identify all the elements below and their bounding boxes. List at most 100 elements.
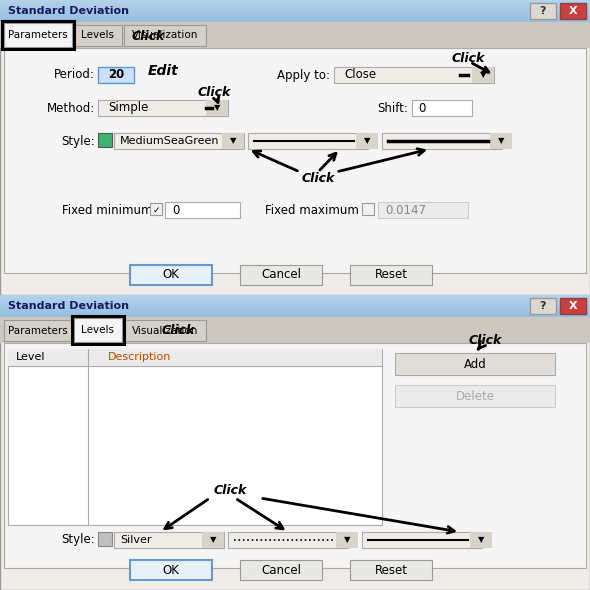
Bar bbox=[0, 297, 590, 298]
Text: ✓: ✓ bbox=[152, 205, 160, 215]
Bar bbox=[72, 316, 124, 344]
Bar bbox=[0, 304, 590, 305]
Text: Add: Add bbox=[464, 358, 486, 371]
Text: Description: Description bbox=[108, 352, 171, 362]
Text: ▼: ▼ bbox=[480, 70, 486, 80]
Text: Click: Click bbox=[132, 30, 165, 42]
Text: ▼: ▼ bbox=[344, 536, 350, 545]
Bar bbox=[336, 532, 358, 548]
Text: Click: Click bbox=[161, 324, 195, 337]
Text: ?: ? bbox=[540, 6, 546, 16]
Bar bbox=[98, 532, 112, 546]
Text: MediumSeaGreen: MediumSeaGreen bbox=[120, 136, 219, 146]
Text: Cancel: Cancel bbox=[261, 563, 301, 576]
Bar bbox=[4, 320, 72, 341]
Text: Click: Click bbox=[301, 172, 335, 185]
Text: Method:: Method: bbox=[47, 101, 95, 114]
Bar bbox=[0, 9, 590, 10]
Bar bbox=[0, 295, 590, 296]
Text: Style:: Style: bbox=[61, 533, 95, 546]
Bar bbox=[98, 133, 112, 147]
Bar bbox=[74, 25, 122, 46]
Bar bbox=[0, 21, 590, 22]
Bar bbox=[165, 202, 240, 218]
Text: Parameters: Parameters bbox=[8, 326, 68, 336]
Bar bbox=[0, 13, 590, 14]
Bar bbox=[0, 20, 590, 21]
Bar bbox=[0, 315, 590, 316]
Bar bbox=[0, 1, 590, 2]
Bar bbox=[124, 320, 206, 341]
Bar bbox=[130, 265, 212, 285]
Text: OK: OK bbox=[163, 268, 179, 281]
Bar bbox=[130, 560, 212, 580]
Bar bbox=[530, 298, 556, 314]
Bar bbox=[0, 12, 590, 13]
Text: Apply to:: Apply to: bbox=[277, 68, 330, 81]
Bar bbox=[0, 14, 590, 15]
Text: Simple: Simple bbox=[108, 101, 148, 114]
Bar bbox=[0, 314, 590, 315]
Bar bbox=[382, 133, 502, 149]
Text: ▼: ▼ bbox=[210, 536, 217, 545]
Bar bbox=[0, 300, 590, 301]
Bar bbox=[362, 203, 374, 215]
Bar bbox=[0, 15, 590, 16]
Bar bbox=[228, 532, 348, 548]
Text: ▼: ▼ bbox=[498, 136, 504, 146]
Text: ▼: ▼ bbox=[364, 136, 371, 146]
Bar bbox=[8, 349, 382, 366]
Text: 0.0147: 0.0147 bbox=[385, 204, 426, 217]
Text: 0: 0 bbox=[172, 204, 179, 217]
Bar bbox=[0, 313, 590, 314]
Text: Standard Deviation: Standard Deviation bbox=[8, 6, 129, 16]
Bar bbox=[356, 133, 378, 149]
Text: Standard Deviation: Standard Deviation bbox=[8, 301, 129, 311]
Bar bbox=[470, 532, 492, 548]
Bar bbox=[8, 349, 382, 525]
Bar bbox=[0, 303, 590, 304]
Text: Level: Level bbox=[16, 352, 45, 362]
Bar bbox=[0, 19, 590, 20]
Bar bbox=[0, 309, 590, 310]
Text: Fixed minimum: Fixed minimum bbox=[62, 204, 152, 217]
Bar bbox=[0, 299, 590, 300]
Bar bbox=[362, 532, 482, 548]
Text: ▼: ▼ bbox=[214, 103, 220, 113]
Bar bbox=[114, 532, 224, 548]
Bar bbox=[4, 343, 586, 568]
Bar bbox=[98, 67, 134, 83]
Bar bbox=[490, 133, 512, 149]
Text: OK: OK bbox=[163, 563, 179, 576]
Bar bbox=[378, 202, 468, 218]
Text: ?: ? bbox=[540, 301, 546, 311]
Bar bbox=[412, 100, 472, 116]
Bar bbox=[0, 312, 590, 313]
Text: ▼: ▼ bbox=[230, 136, 236, 146]
Bar bbox=[150, 203, 162, 215]
Bar bbox=[124, 25, 206, 46]
Bar bbox=[0, 306, 590, 307]
Bar bbox=[2, 21, 74, 49]
Text: Reset: Reset bbox=[375, 563, 408, 576]
Bar bbox=[0, 5, 590, 6]
Text: Period:: Period: bbox=[54, 68, 95, 81]
Text: Cancel: Cancel bbox=[261, 268, 301, 281]
Bar bbox=[0, 7, 590, 8]
Bar bbox=[0, 316, 590, 317]
Bar bbox=[0, 16, 590, 17]
Bar bbox=[560, 3, 586, 19]
Bar bbox=[0, 308, 590, 309]
Text: Parameters: Parameters bbox=[8, 30, 68, 40]
Text: Click: Click bbox=[468, 335, 502, 348]
Text: Delete: Delete bbox=[455, 389, 494, 402]
Bar bbox=[0, 18, 590, 19]
Bar bbox=[240, 265, 322, 285]
Bar bbox=[0, 305, 590, 306]
Text: Click: Click bbox=[198, 87, 231, 100]
Bar bbox=[395, 353, 555, 375]
Text: Close: Close bbox=[344, 68, 376, 81]
Bar bbox=[0, 310, 590, 311]
Bar bbox=[0, 17, 590, 18]
Bar bbox=[0, 8, 590, 9]
